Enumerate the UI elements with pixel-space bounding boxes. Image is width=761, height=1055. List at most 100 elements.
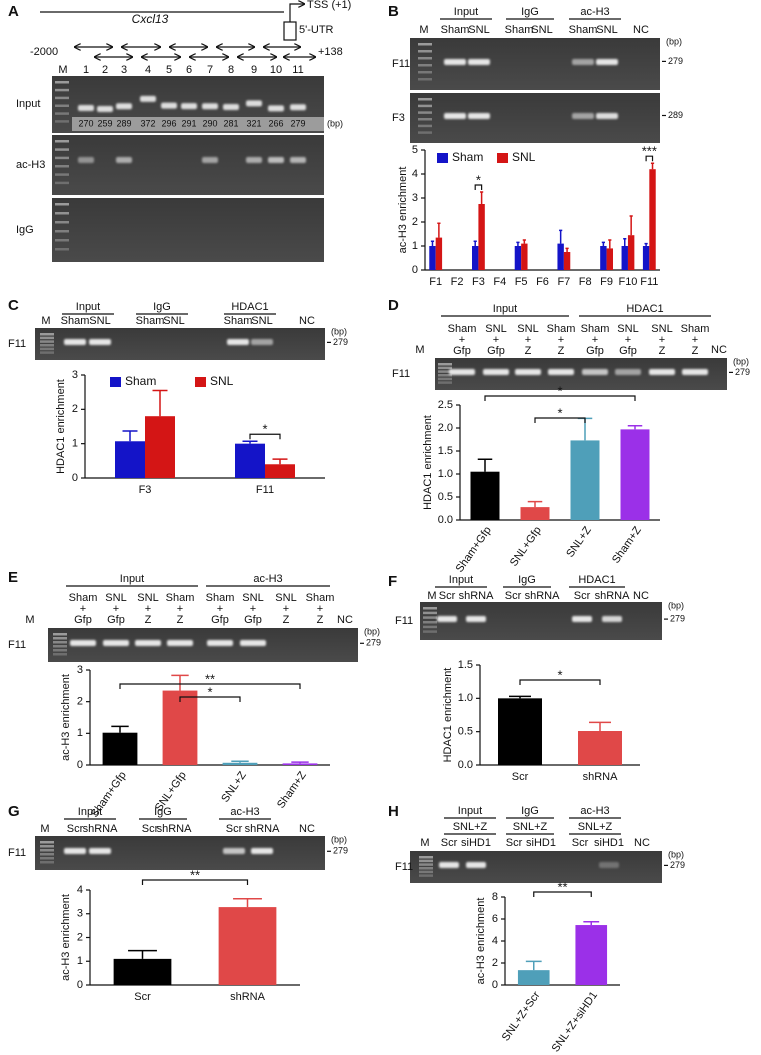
ladder-band — [423, 607, 437, 610]
gel-band — [89, 848, 111, 854]
legend-label: SNL — [210, 374, 234, 388]
bar — [570, 440, 600, 520]
gel-band — [246, 100, 262, 107]
legend-swatch — [437, 153, 448, 163]
gel-band — [227, 339, 249, 345]
ladder-band — [419, 867, 433, 870]
ladder-band — [55, 230, 69, 233]
lane-label: Gfp — [244, 614, 262, 626]
error-bar — [623, 238, 627, 246]
y-tick-label: 1 — [72, 438, 78, 450]
size-label: 279 — [670, 613, 685, 623]
lane-label: 7 — [207, 64, 213, 76]
lane-label: SNL — [531, 24, 552, 36]
gel-band — [202, 103, 218, 110]
lane-label: Gfp — [211, 614, 229, 626]
row-label: F11 — [395, 861, 413, 873]
marker-label: M — [420, 837, 429, 849]
y-tick-label: 1 — [412, 240, 418, 252]
lane-label: Scr — [506, 837, 523, 849]
bar — [145, 416, 175, 478]
group-label: IgG — [521, 6, 539, 18]
ladder-band — [419, 856, 433, 859]
lane-label: Gfp — [619, 345, 637, 357]
bar — [578, 731, 622, 765]
error-bar — [629, 215, 633, 236]
end-label: +138 — [318, 46, 343, 58]
gel-band — [70, 640, 96, 646]
error-bar — [565, 247, 569, 252]
size-label: 279 — [670, 860, 685, 870]
bar — [575, 925, 608, 985]
lane-label: Z — [692, 345, 699, 357]
size-label: 279 — [290, 118, 305, 128]
tss-label: TSS (+1) — [307, 0, 351, 11]
gel-band — [64, 848, 86, 854]
error-bar — [437, 222, 441, 238]
lane-label: shRNA — [83, 823, 119, 835]
ladder-band — [423, 621, 437, 624]
lane-label: + — [493, 334, 499, 346]
gel-band — [89, 339, 111, 345]
gel-band — [548, 369, 574, 375]
gel-band — [449, 369, 475, 375]
nc-label: NC — [634, 837, 650, 849]
gel-band — [599, 862, 619, 868]
group-label: ac-H3 — [580, 805, 609, 817]
y-axis-label: ac-H3 enrichment — [60, 674, 72, 761]
gel-band — [78, 157, 94, 163]
lane-label: Scr — [441, 837, 458, 849]
lane-label: siHD1 — [594, 837, 624, 849]
significance-label: * — [262, 422, 267, 437]
group-label: IgG — [153, 301, 171, 313]
ladder-band — [438, 363, 452, 366]
gel-band — [466, 862, 486, 868]
x-tick-label: F11 — [640, 276, 658, 288]
ladder-band — [55, 239, 69, 242]
ladder-band — [53, 641, 67, 644]
marker-label: M — [41, 315, 50, 327]
y-tick-label: 0.0 — [458, 759, 473, 771]
lane-label: Scr — [572, 837, 589, 849]
error-bar — [522, 239, 526, 244]
bar — [498, 698, 542, 765]
y-tick-label: 1 — [77, 955, 83, 967]
x-tick-label: F3 — [139, 484, 152, 496]
lane-label: SNL — [617, 323, 638, 335]
significance-label: * — [207, 684, 212, 699]
error-bar — [128, 949, 157, 959]
marker-label: M — [40, 823, 49, 835]
group-label: Input — [493, 303, 517, 315]
error-bar — [152, 389, 168, 417]
bar — [235, 443, 265, 478]
error-bar — [171, 674, 189, 691]
lane-label: shRNA — [459, 590, 495, 602]
gel-band — [444, 113, 466, 119]
lane-label: + — [659, 334, 665, 346]
ladder-band — [55, 81, 69, 84]
nc-label: NC — [299, 823, 315, 835]
x-tick-label: F6 — [536, 276, 549, 288]
gel-band — [290, 157, 306, 163]
gel-band — [140, 95, 156, 102]
legend-swatch — [195, 377, 206, 387]
x-tick-label: F11 — [256, 484, 274, 496]
x-tick-label: shRNA — [583, 771, 619, 783]
start-label: -2000 — [30, 46, 58, 58]
ladder-band — [40, 351, 54, 354]
y-axis-label: HDAC1 enrichment — [422, 415, 434, 510]
gel-band — [602, 616, 622, 622]
lane-label: Sham — [224, 315, 253, 327]
row-label: F11 — [392, 368, 410, 380]
y-tick-label: 3 — [412, 192, 418, 204]
unit-label: (bp) — [364, 626, 380, 636]
lane-label: Sham — [69, 592, 98, 604]
lane-label: Gfp — [487, 345, 505, 357]
significance-bracket — [119, 683, 301, 689]
panel-label: B — [388, 3, 399, 20]
ladder-band — [53, 637, 67, 640]
utr-label: 5'-UTR — [299, 24, 334, 36]
panel-label: D — [388, 297, 399, 314]
bar — [218, 907, 277, 985]
